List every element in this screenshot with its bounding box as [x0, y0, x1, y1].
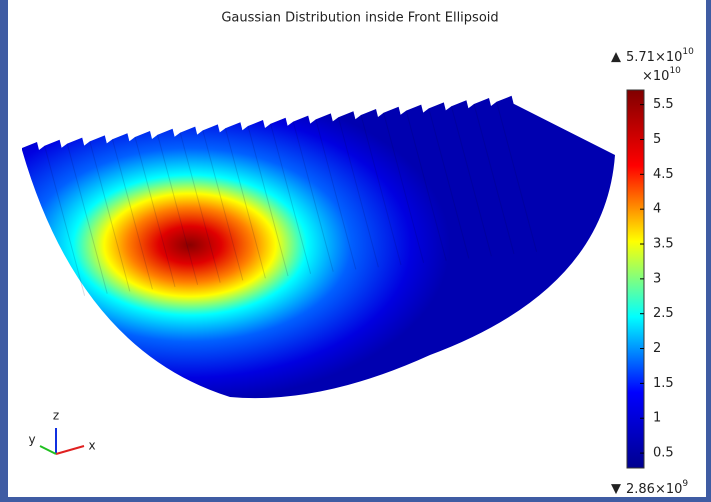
colorbar-tick-label: 3.5 [653, 237, 674, 252]
axis-y: y [28, 433, 35, 447]
colorbar-tick-label: 3 [653, 271, 661, 286]
colorbar-tick-label: 5.5 [653, 97, 674, 112]
colorbar-tick-label: 1.5 [653, 376, 674, 391]
colorbar-tick-label: 4.5 [653, 167, 674, 182]
page: Gaussian Distribution inside Front Ellip… [0, 0, 711, 502]
colorbar-tick-label: 4 [653, 202, 661, 217]
colorbar-tick-label: 0.5 [653, 446, 674, 461]
colorbar-tick-label: 1 [653, 411, 661, 426]
colorbar-tick-label: 2.5 [653, 306, 674, 321]
max-marker: ▲ [611, 50, 621, 65]
colorbar-tick-label: 2 [653, 341, 661, 356]
axis-z: z [53, 409, 59, 423]
chart-title: Gaussian Distribution inside Front Ellip… [221, 11, 498, 26]
axis-x: x [88, 439, 95, 453]
chart: Gaussian Distribution inside Front Ellip… [0, 0, 711, 502]
min-marker: ▼ [611, 482, 621, 497]
min-label: 2.86×109 [626, 479, 688, 497]
colorbar-tick-label: 5 [653, 132, 661, 147]
